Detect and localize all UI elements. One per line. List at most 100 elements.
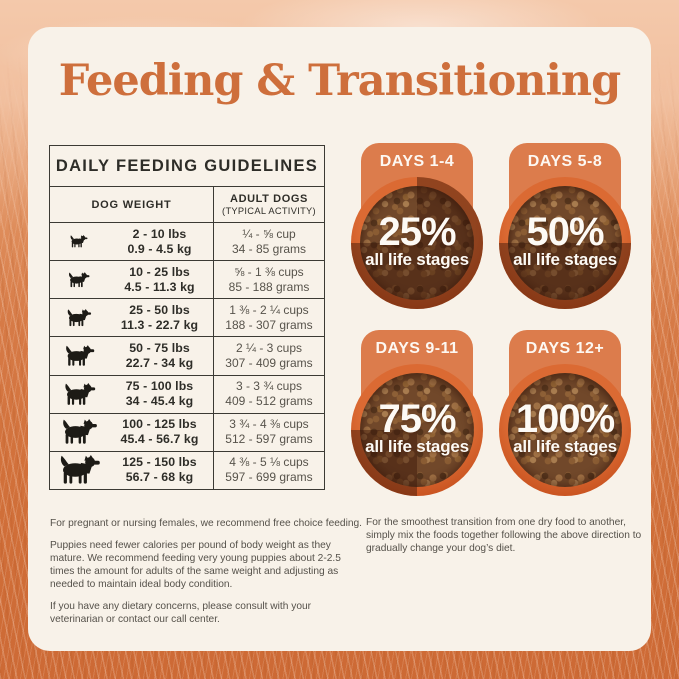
percent-label: all life stages — [513, 437, 617, 456]
food-bowl-75: 75% all life stages — [351, 364, 483, 496]
days-badge-label: DAYS 5-8 — [527, 153, 603, 170]
table-row: 50 - 75 lbs 22.7 - 34 kg 2 ¼ - 3 cups 30… — [50, 337, 324, 376]
amount-grams: 512 - 597 grams — [225, 432, 313, 447]
weight-lbs: 125 - 150 lbs — [122, 455, 197, 470]
weight-lbs: 25 - 50 lbs — [129, 302, 190, 317]
mix-percentage: 75% all life stages — [351, 362, 483, 494]
amount-cell: 4 ⅜ - 5 ⅛ cups 597 - 699 grams — [213, 451, 324, 489]
table-header-row: DOG WEIGHT ADULT DOGS (TYPICAL ACTIVITY) — [50, 187, 324, 223]
weight-kg: 4.5 - 11.3 kg — [124, 279, 195, 294]
dog-icon — [50, 261, 106, 298]
weight-cell: 50 - 75 lbs 22.7 - 34 kg — [106, 337, 213, 374]
weight-lbs: 2 - 10 lbs — [132, 226, 187, 241]
transition-note: For the smoothest transition from one dr… — [366, 516, 654, 555]
percent-label: all life stages — [365, 437, 469, 456]
weight-cell: 100 - 125 lbs 45.4 - 56.7 kg — [106, 414, 213, 451]
dog-icon — [50, 223, 106, 260]
food-bowl-50: 50% all life stages — [499, 177, 631, 309]
amount-grams: 409 - 512 grams — [225, 394, 313, 409]
amount-cups: 1 ⅜ - 2 ¼ cups — [229, 302, 309, 317]
mix-proportion-overlay — [499, 364, 631, 496]
table-row: 125 - 150 lbs 56.7 - 68 kg 4 ⅜ - 5 ⅛ cup… — [50, 451, 324, 489]
kibble-texture — [360, 186, 474, 300]
dog-icon — [50, 452, 106, 489]
weight-lbs: 75 - 100 lbs — [125, 379, 194, 394]
weight-lbs: 50 - 75 lbs — [129, 340, 190, 355]
kibble-texture — [360, 373, 474, 487]
weight-kg: 45.4 - 56.7 kg — [120, 432, 199, 447]
note-dietary: If you have any dietary concerns, please… — [50, 601, 312, 625]
percent-value: 100% — [515, 397, 615, 441]
typical-activity-label: (TYPICAL ACTIVITY) — [222, 205, 316, 216]
note-transition: For the smoothest transition from one dr… — [366, 517, 642, 554]
amount-cell: 3 - 3 ¾ cups 409 - 512 grams — [213, 375, 324, 413]
column-header-adult-dogs: ADULT DOGS (TYPICAL ACTIVITY) — [213, 187, 324, 222]
amount-cell: 1 ⅜ - 2 ¼ cups 188 - 307 grams — [213, 299, 324, 337]
days-badge-label: DAYS 9-11 — [375, 340, 459, 357]
feeding-notes: For pregnant or nursing females, we reco… — [50, 517, 363, 635]
mix-proportion-overlay — [351, 364, 483, 496]
dog-icon — [50, 376, 106, 413]
food-bowl-25: 25% all life stages — [351, 177, 483, 309]
mix-percentage: 25% all life stages — [351, 175, 483, 307]
table-row: 75 - 100 lbs 34 - 45.4 kg 3 - 3 ¾ cups 4… — [50, 375, 324, 414]
weight-kg: 34 - 45.4 kg — [125, 394, 194, 409]
table-title: DAILY FEEDING GUIDELINES — [50, 146, 324, 187]
adult-dogs-label: ADULT DOGS — [230, 192, 308, 205]
table-row: 10 - 25 lbs 4.5 - 11.3 kg ⅝ - 1 ⅜ cups 8… — [50, 261, 324, 300]
dog-icon — [50, 414, 106, 451]
weight-kg: 0.9 - 4.5 kg — [127, 241, 192, 256]
amount-grams: 597 - 699 grams — [225, 470, 313, 485]
amount-grams: 307 - 409 grams — [225, 355, 313, 370]
food-bowl-100: 100% all life stages — [499, 364, 631, 496]
percent-value: 75% — [378, 397, 456, 441]
table-body: 2 - 10 lbs 0.9 - 4.5 kg ¼ - ⅝ cup 34 - 8… — [50, 223, 324, 489]
weight-lbs: 10 - 25 lbs — [129, 264, 190, 279]
mix-percentage: 100% all life stages — [499, 362, 631, 494]
feeding-guidelines-table: DAILY FEEDING GUIDELINES DOG WEIGHT ADUL… — [49, 145, 325, 490]
dog-icon — [50, 337, 106, 374]
weight-kg: 56.7 - 68 kg — [125, 470, 194, 485]
amount-cell: 2 ¼ - 3 cups 307 - 409 grams — [213, 337, 324, 375]
amount-cell: ⅝ - 1 ⅜ cups 85 - 188 grams — [213, 261, 324, 299]
days-badge-label: DAYS 1-4 — [379, 153, 455, 170]
amount-cell: ¼ - ⅝ cup 34 - 85 grams — [213, 223, 324, 261]
table-row: 100 - 125 lbs 45.4 - 56.7 kg 3 ¾ - 4 ⅜ c… — [50, 413, 324, 452]
weight-lbs: 100 - 125 lbs — [122, 417, 197, 432]
note-puppies: Puppies need fewer calories per pound of… — [50, 540, 341, 590]
page-title: Feeding & Transitioning — [58, 56, 621, 106]
amount-cups: 3 ¾ - 4 ⅜ cups — [229, 417, 309, 432]
note-pregnant: For pregnant or nursing females, we reco… — [50, 518, 363, 529]
dog-icon — [50, 299, 106, 336]
mix-proportion-overlay — [351, 177, 483, 309]
percent-label: all life stages — [365, 250, 469, 269]
amount-cups: 4 ⅜ - 5 ⅛ cups — [229, 455, 309, 470]
weight-cell: 25 - 50 lbs 11.3 - 22.7 kg — [106, 299, 213, 336]
kibble-texture — [508, 186, 622, 300]
mix-proportion-overlay — [499, 177, 631, 309]
weight-cell: 10 - 25 lbs 4.5 - 11.3 kg — [106, 261, 213, 298]
amount-cups: ⅝ - 1 ⅜ cups — [234, 264, 304, 279]
amount-grams: 188 - 307 grams — [225, 317, 313, 332]
column-header-dog-weight: DOG WEIGHT — [91, 198, 172, 211]
amount-cell: 3 ¾ - 4 ⅜ cups 512 - 597 grams — [213, 413, 324, 451]
weight-kg: 11.3 - 22.7 kg — [120, 317, 199, 332]
weight-cell: 125 - 150 lbs 56.7 - 68 kg — [106, 452, 213, 489]
percent-value: 25% — [378, 210, 456, 254]
amount-cups: ¼ - ⅝ cup — [242, 226, 296, 241]
weight-kg: 22.7 - 34 kg — [125, 355, 194, 370]
amount-cups: 2 ¼ - 3 cups — [235, 340, 303, 355]
amount-cups: 3 - 3 ¾ cups — [235, 379, 303, 394]
kibble-texture — [508, 373, 622, 487]
mix-percentage: 50% all life stages — [499, 175, 631, 307]
amount-grams: 34 - 85 grams — [231, 241, 307, 256]
table-row: 2 - 10 lbs 0.9 - 4.5 kg ¼ - ⅝ cup 34 - 8… — [50, 223, 324, 262]
days-badge-label: DAYS 12+ — [525, 340, 605, 357]
percent-value: 50% — [526, 210, 604, 254]
table-row: 25 - 50 lbs 11.3 - 22.7 kg 1 ⅜ - 2 ¼ cup… — [50, 299, 324, 338]
percent-label: all life stages — [513, 250, 617, 269]
weight-cell: 2 - 10 lbs 0.9 - 4.5 kg — [106, 223, 213, 260]
weight-cell: 75 - 100 lbs 34 - 45.4 kg — [106, 376, 213, 413]
amount-grams: 85 - 188 grams — [228, 279, 310, 294]
